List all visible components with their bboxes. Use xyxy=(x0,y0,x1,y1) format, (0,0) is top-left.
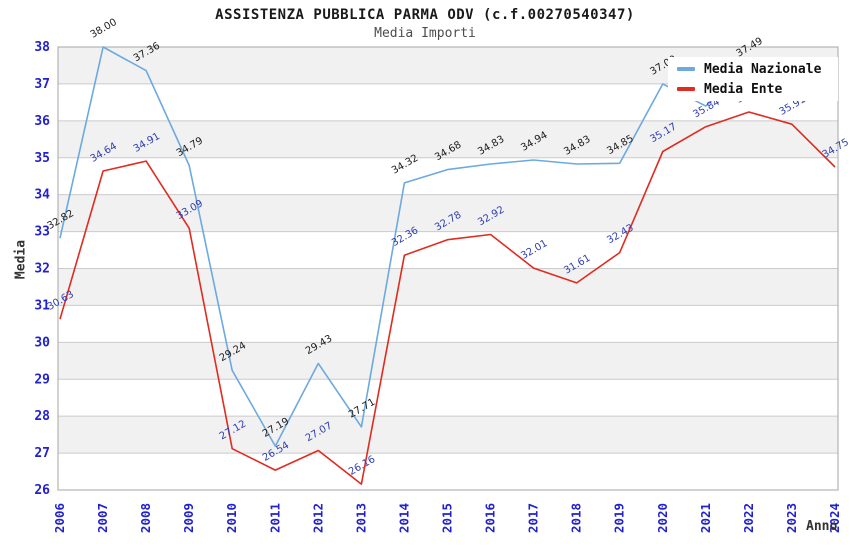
x-tick-label: 2020 xyxy=(655,503,670,533)
series-line-media-nazionale xyxy=(59,46,750,447)
x-tick-label: 2012 xyxy=(310,503,325,533)
line-swatch-icon xyxy=(677,87,695,91)
x-tick-label: 2008 xyxy=(138,503,153,533)
plot-band xyxy=(58,305,838,343)
legend-label: Media Ente xyxy=(704,81,783,97)
x-tick-label: 2010 xyxy=(224,503,239,533)
y-tick-label: 30 xyxy=(34,335,50,350)
x-tick-label: 2011 xyxy=(267,503,282,533)
series-line-media-ente xyxy=(59,111,836,485)
plot-band xyxy=(58,231,838,269)
x-tick-label: 2014 xyxy=(396,503,411,533)
y-tick-label: 36 xyxy=(34,114,50,129)
x-tick-label: 2007 xyxy=(95,503,110,533)
x-axis-title: Anno xyxy=(806,519,838,534)
y-tick-label: 26 xyxy=(34,483,50,498)
x-tick-label: 2006 xyxy=(52,503,67,533)
line-swatch-icon xyxy=(677,67,695,71)
x-tick-label: 2015 xyxy=(440,503,455,533)
legend: Media Nazionale Media Ente xyxy=(668,57,838,101)
y-tick-label: 37 xyxy=(34,77,50,92)
chart-title: ASSISTENZA PUBBLICA PARMA ODV (c.f.00270… xyxy=(215,7,635,23)
plot-band xyxy=(58,268,838,306)
x-tick-label: 2021 xyxy=(698,503,713,533)
x-tick-label: 2017 xyxy=(526,503,541,533)
x-tick-label: 2018 xyxy=(569,503,584,533)
y-tick-label: 29 xyxy=(34,372,50,387)
y-tick-label: 28 xyxy=(34,409,50,424)
x-tick-label: 2022 xyxy=(741,503,756,533)
y-tick-label: 31 xyxy=(34,298,50,313)
y-tick-label: 32 xyxy=(34,262,50,277)
y-tick-label: 34 xyxy=(34,188,50,203)
plot-band xyxy=(58,416,838,454)
x-tick-label: 2013 xyxy=(353,503,368,533)
plot-band xyxy=(58,379,838,417)
y-axis-title: Media xyxy=(13,239,29,280)
x-tick-label: 2023 xyxy=(784,503,799,533)
legend-label: Media Nazionale xyxy=(704,61,822,77)
legend-item: Media Ente xyxy=(677,82,838,97)
plot-border xyxy=(57,46,839,491)
x-tick-label: 2016 xyxy=(483,503,498,533)
chart-subtitle: Media Importi xyxy=(374,26,476,41)
plot-band xyxy=(58,157,838,195)
x-tick-label: 2019 xyxy=(612,503,627,533)
plot-band xyxy=(58,453,838,490)
y-tick-label: 38 xyxy=(34,40,50,55)
y-tick-label: 27 xyxy=(34,446,50,461)
point-label: 38.00 xyxy=(89,17,119,41)
plot-band xyxy=(58,120,838,158)
x-tick-label: 2024 xyxy=(827,503,842,533)
legend-item: Media Nazionale xyxy=(677,62,838,77)
y-tick-label: 33 xyxy=(34,225,50,240)
plot-band xyxy=(58,342,838,380)
x-tick-label: 2009 xyxy=(181,503,196,533)
y-tick-label: 35 xyxy=(34,151,50,166)
